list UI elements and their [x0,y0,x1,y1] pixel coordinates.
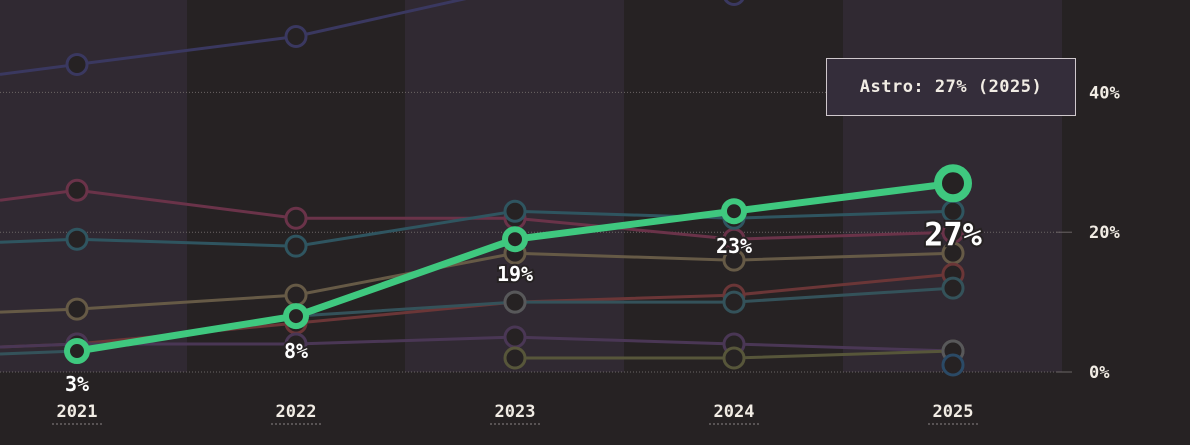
series-point [503,290,527,314]
series-point [65,178,89,202]
data-labels: 3% 8% 19% 23% 27% [63,213,985,398]
astro-data-label: 19% [497,262,533,286]
series-lead-in [0,188,78,202]
series-point [503,346,527,370]
year-background-columns [0,0,1062,372]
astro-point[interactable] [502,226,528,253]
series-point [65,227,89,251]
astro-data-label: 23% [716,234,752,258]
astro-point[interactable] [64,338,90,365]
background-column [0,0,187,372]
x-tick-label: 2023 [495,402,536,422]
series-point [722,290,746,314]
series-lead-in [0,62,78,76]
x-tick-label: 2022 [276,402,317,422]
y-axis: 0% 20% 40% [1056,83,1120,383]
series-point [284,332,308,356]
series-point [941,353,965,377]
background-series [0,0,965,377]
y-tick-label: 20% [1089,223,1120,243]
series-point [65,297,89,321]
series-point [723,0,745,7]
series-lead-in [0,342,78,349]
astro-data-label: 8% [284,339,308,363]
series-point [722,248,746,272]
highlighted-series-astro[interactable] [64,164,972,365]
series-point [722,346,746,370]
series-point [65,52,89,76]
series-point [284,24,308,48]
astro-point[interactable] [721,198,747,225]
series-point [284,283,308,307]
series-point [503,199,527,223]
x-tick-label: 2025 [933,402,974,422]
series-lead-in [0,307,78,314]
x-tick-label: 2024 [714,402,755,422]
astro-data-label: 27% [924,215,983,253]
background-column [405,0,624,372]
tooltip: Astro: 27% (2025) [826,58,1076,116]
series-point [941,276,965,300]
astro-point[interactable] [283,303,309,330]
y-tick-label: 0% [1089,363,1110,383]
series-point [503,325,527,349]
x-tick-label: 2021 [57,402,98,422]
series-point [284,206,308,230]
astro-data-label: 3% [65,372,89,396]
series-line [76,0,467,66]
astro-point[interactable] [934,164,972,203]
y-tick-label: 40% [1089,83,1120,103]
series-9 [941,353,965,377]
series-lead-in [0,237,78,244]
series-point [284,234,308,258]
series-0 [0,0,745,76]
tooltip-text: Astro: 27% (2025) [859,77,1043,97]
x-axis: 2021 2022 2023 2024 2025 [52,402,978,425]
